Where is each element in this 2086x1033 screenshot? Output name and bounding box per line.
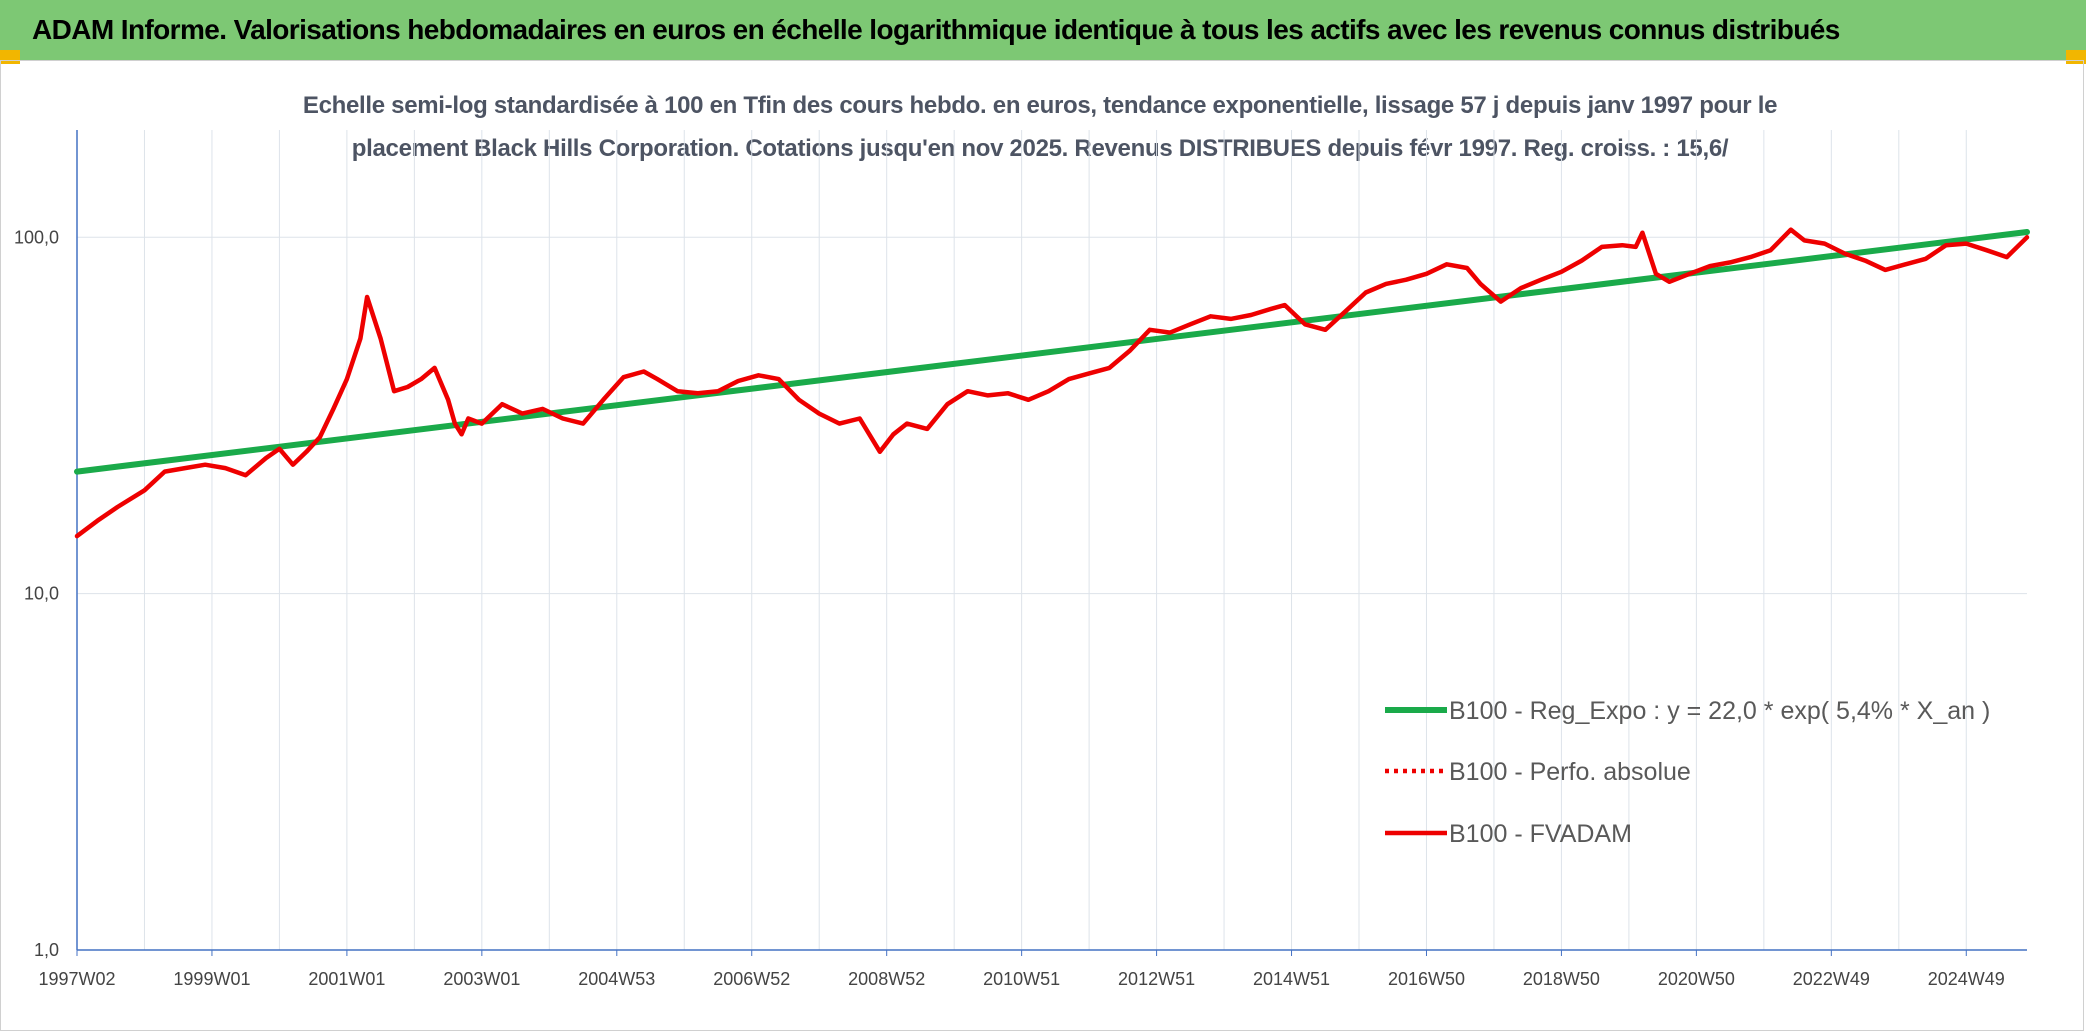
grid-lines bbox=[76, 130, 2027, 951]
page-title: ADAM Informe. Valorisations hebdomadaire… bbox=[32, 14, 1840, 45]
chart-title-line-2: placement Black Hills Corporation. Cotat… bbox=[351, 135, 1729, 162]
x-tick-label: 2006W52 bbox=[713, 969, 790, 989]
x-tick-label: 2012W51 bbox=[1118, 969, 1195, 989]
y-tick-label: 1,0 bbox=[34, 940, 59, 960]
x-tick-label: 2010W51 bbox=[983, 969, 1060, 989]
header-bar: ADAM Informe. Valorisations hebdomadaire… bbox=[0, 0, 2086, 60]
legend-label: B100 - Reg_Expo : y = 22,0 * exp( 5,4% *… bbox=[1449, 697, 1990, 725]
chart-title: Echelle semi-log standardisée à 100 en T… bbox=[260, 84, 1820, 170]
x-tick-label: 1997W02 bbox=[38, 969, 115, 989]
legend-label: B100 - Perfo. absolue bbox=[1449, 758, 1691, 786]
x-tick-label: 2004W53 bbox=[578, 969, 655, 989]
legend: B100 - Reg_Expo : y = 22,0 * exp( 5,4% *… bbox=[1385, 697, 1990, 848]
x-tick-label: 2003W01 bbox=[443, 969, 520, 989]
price-line bbox=[74, 227, 2030, 539]
x-tick-label: 2024W49 bbox=[1928, 969, 2005, 989]
y-tick-label: 100,0 bbox=[14, 227, 59, 247]
chart-title-line-1: Echelle semi-log standardisée à 100 en T… bbox=[302, 92, 1778, 119]
x-tick-label: 2014W51 bbox=[1253, 969, 1330, 989]
x-tick-label: 2016W50 bbox=[1388, 969, 1465, 989]
x-tick-label: 2020W50 bbox=[1658, 969, 1735, 989]
series-lines bbox=[74, 227, 2030, 539]
x-tick-label: 1999W01 bbox=[173, 969, 250, 989]
x-tick-label: 2008W52 bbox=[848, 969, 925, 989]
x-tick-label: 2001W01 bbox=[308, 969, 385, 989]
y-tick-label: 10,0 bbox=[24, 584, 59, 604]
axes: 1,0 10,0 100,0 1997W02 1999W01 2001W01 2003W01… bbox=[14, 130, 2027, 989]
x-tick-label: 2022W49 bbox=[1793, 969, 1870, 989]
trend-line bbox=[74, 229, 2030, 475]
chart-area bbox=[0, 60, 2084, 1031]
legend-label: B100 - FVADAM bbox=[1449, 820, 1632, 848]
x-tick-label: 2018W50 bbox=[1523, 969, 1600, 989]
